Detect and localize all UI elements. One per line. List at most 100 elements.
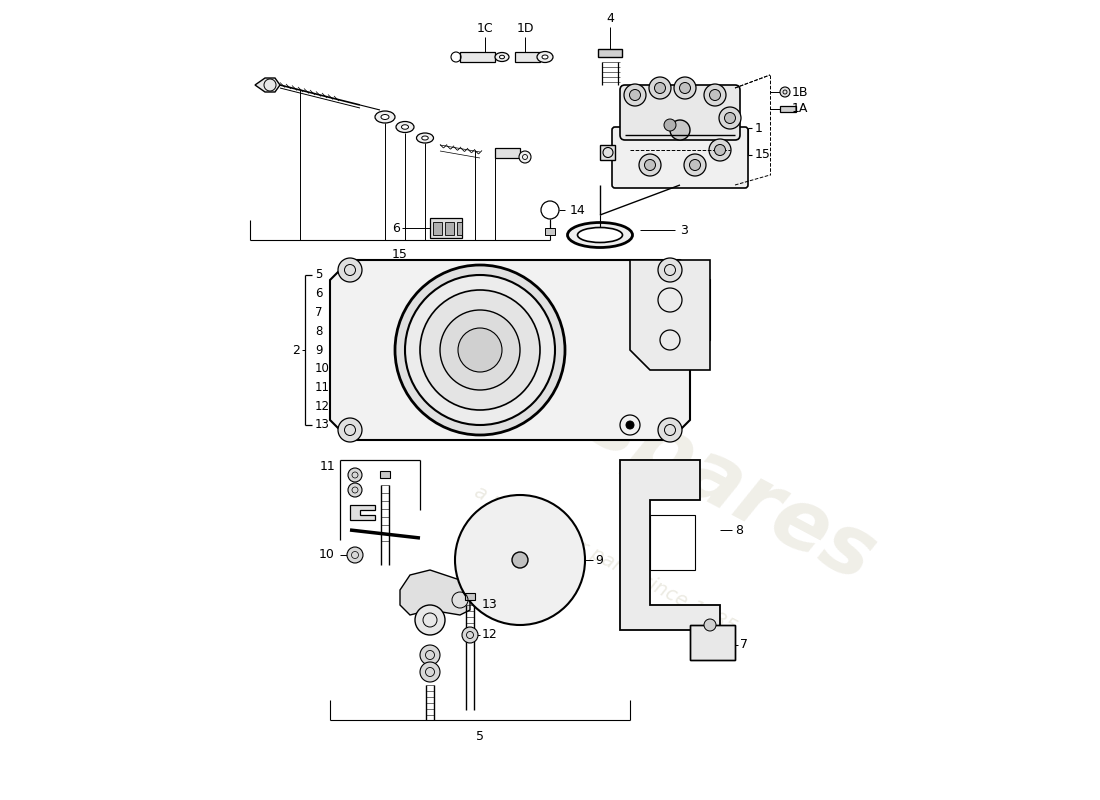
Ellipse shape — [402, 125, 408, 130]
Ellipse shape — [417, 133, 433, 143]
Text: 1: 1 — [755, 122, 763, 134]
Bar — [495, 148, 520, 158]
Circle shape — [680, 82, 691, 94]
Text: 1A: 1A — [792, 102, 808, 115]
Circle shape — [338, 418, 362, 442]
Circle shape — [715, 145, 726, 155]
Circle shape — [664, 119, 676, 131]
Polygon shape — [400, 570, 470, 615]
Circle shape — [658, 258, 682, 282]
Bar — [465, 593, 475, 600]
Text: 4: 4 — [606, 12, 614, 25]
Circle shape — [629, 90, 640, 101]
Bar — [544, 228, 556, 235]
Bar — [446, 222, 454, 235]
Text: 15: 15 — [392, 248, 408, 261]
Circle shape — [455, 495, 585, 625]
Text: 7: 7 — [740, 638, 748, 651]
Text: a passion for parts since 1985: a passion for parts since 1985 — [471, 482, 739, 638]
Text: 10: 10 — [319, 549, 336, 562]
Bar — [780, 106, 796, 112]
Ellipse shape — [421, 136, 428, 140]
Text: 12: 12 — [315, 400, 330, 413]
Bar — [433, 222, 442, 235]
Circle shape — [415, 605, 446, 635]
Polygon shape — [600, 145, 615, 160]
Bar — [690, 625, 735, 660]
Circle shape — [624, 84, 646, 106]
Circle shape — [420, 645, 440, 665]
Polygon shape — [330, 260, 710, 440]
Bar — [690, 625, 735, 660]
Circle shape — [462, 627, 478, 643]
Circle shape — [420, 290, 540, 410]
Bar — [460, 52, 495, 62]
Text: 6: 6 — [392, 222, 400, 234]
Text: 9: 9 — [595, 554, 603, 566]
Circle shape — [710, 90, 720, 101]
Circle shape — [420, 662, 440, 682]
Polygon shape — [630, 260, 710, 370]
Circle shape — [719, 107, 741, 129]
Bar — [456, 222, 462, 235]
Ellipse shape — [537, 51, 553, 62]
Text: 8: 8 — [315, 325, 322, 338]
Text: 12: 12 — [482, 629, 497, 642]
Text: 11: 11 — [315, 381, 330, 394]
Text: 3: 3 — [680, 223, 688, 237]
Ellipse shape — [542, 55, 548, 59]
Circle shape — [725, 113, 736, 123]
Ellipse shape — [578, 227, 623, 242]
Polygon shape — [620, 460, 721, 630]
Ellipse shape — [495, 53, 509, 62]
Bar — [598, 49, 622, 57]
Bar — [430, 218, 462, 238]
Circle shape — [780, 87, 790, 97]
Circle shape — [639, 154, 661, 176]
Text: 1B: 1B — [792, 86, 808, 98]
Text: 1C: 1C — [476, 22, 493, 35]
Circle shape — [710, 139, 732, 161]
Circle shape — [704, 84, 726, 106]
Circle shape — [348, 483, 362, 497]
Circle shape — [670, 120, 690, 140]
Text: 1D: 1D — [516, 22, 534, 35]
Circle shape — [674, 77, 696, 99]
Circle shape — [654, 82, 666, 94]
Circle shape — [458, 328, 502, 372]
Circle shape — [338, 258, 362, 282]
Circle shape — [519, 151, 531, 163]
Text: 11: 11 — [319, 460, 336, 473]
Text: 7: 7 — [315, 306, 322, 319]
Text: 9: 9 — [315, 343, 322, 357]
Text: eurospares: eurospares — [386, 281, 890, 599]
Circle shape — [658, 418, 682, 442]
Text: 5: 5 — [476, 730, 484, 743]
Text: 15: 15 — [755, 149, 771, 162]
Text: 2: 2 — [293, 343, 300, 357]
Polygon shape — [255, 78, 280, 92]
Circle shape — [645, 159, 656, 170]
Circle shape — [346, 547, 363, 563]
Bar — [650, 515, 695, 570]
Circle shape — [405, 275, 556, 425]
Circle shape — [348, 468, 362, 482]
Text: 8: 8 — [735, 523, 743, 537]
Text: 6: 6 — [315, 287, 322, 300]
Bar — [379, 471, 390, 478]
Text: 10: 10 — [315, 362, 330, 375]
Ellipse shape — [396, 122, 414, 133]
Text: 14: 14 — [570, 203, 585, 217]
Ellipse shape — [381, 114, 389, 119]
Text: 5: 5 — [315, 269, 322, 282]
Ellipse shape — [568, 222, 632, 247]
Bar — [515, 52, 540, 62]
Circle shape — [704, 619, 716, 631]
Circle shape — [395, 265, 565, 435]
Circle shape — [626, 421, 634, 429]
Ellipse shape — [499, 55, 505, 58]
FancyBboxPatch shape — [620, 85, 740, 140]
Circle shape — [512, 552, 528, 568]
Ellipse shape — [375, 111, 395, 123]
Text: 13: 13 — [315, 418, 330, 431]
